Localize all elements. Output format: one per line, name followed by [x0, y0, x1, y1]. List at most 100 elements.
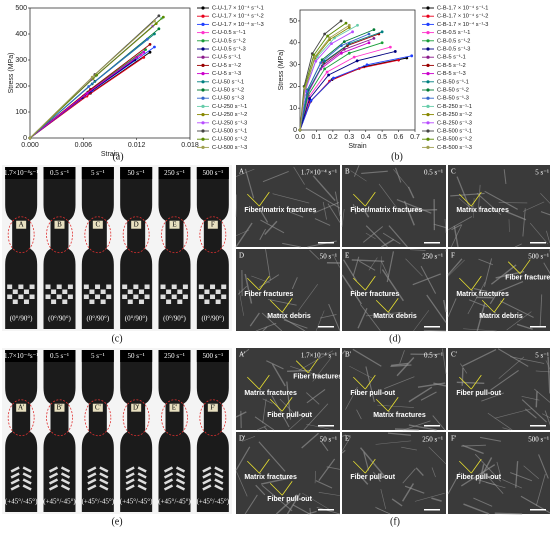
- legend-label: C-B-1.7 × 10⁻⁴ s⁻¹-2: [437, 13, 488, 20]
- legend-label: C-U-250 s⁻¹-3: [212, 120, 247, 126]
- legend-label: C-U-1.7 × 10⁻⁴ s⁻¹-3: [212, 21, 264, 28]
- annotation: Matrix debris: [479, 313, 523, 320]
- fiber-texture: [287, 370, 311, 371]
- specimen-letter: B: [57, 221, 62, 229]
- series-line: [300, 34, 369, 130]
- ply-pattern: [46, 285, 51, 290]
- series-marker: [299, 129, 302, 132]
- ply-pattern: [95, 295, 100, 300]
- legend-marker: [201, 146, 204, 149]
- legend-label: C-U-0.5 s⁻¹-3: [212, 46, 246, 52]
- annotation: Matrix fractures: [244, 474, 297, 481]
- legend-marker: [201, 97, 204, 100]
- annotation: Matrix fractures: [456, 207, 509, 214]
- layup-label: (0°/90°): [86, 315, 109, 323]
- tile-letter: E': [345, 435, 351, 443]
- ply-pattern: [89, 300, 94, 305]
- annotation: Fiber pull-out: [267, 496, 312, 503]
- ply-pattern: [177, 290, 182, 295]
- specimen-letter: D': [133, 404, 139, 412]
- tile-rate: 0.5 s⁻¹: [424, 352, 443, 360]
- rate-label: 500 s⁻¹: [202, 352, 223, 360]
- layup-label: (0°/90°): [163, 315, 186, 323]
- annotation: Fiber pull-out: [350, 390, 395, 397]
- legend-label: C-U-50 s⁻¹-3: [212, 96, 244, 102]
- series-marker: [394, 50, 397, 53]
- scale-bar: [424, 425, 440, 427]
- series-marker: [308, 97, 311, 100]
- series-marker: [340, 52, 343, 55]
- ply-pattern: [172, 295, 177, 300]
- tile-letter: D: [239, 252, 244, 260]
- series-marker: [314, 60, 317, 63]
- ply-pattern: [199, 295, 204, 300]
- ply-pattern: [84, 295, 89, 300]
- ply-pattern: [128, 300, 133, 305]
- series-marker: [366, 63, 369, 66]
- tile-letter: F': [451, 435, 456, 443]
- tile-letter: C: [451, 168, 456, 176]
- specimen-letter: A: [19, 221, 24, 229]
- rate-label: 500 s⁻¹: [202, 169, 223, 177]
- legend-marker: [201, 31, 204, 34]
- specimen-letter: C: [95, 221, 100, 229]
- series-line: [30, 34, 154, 138]
- ply-pattern: [166, 300, 171, 305]
- y-tick-label: 300: [15, 57, 27, 64]
- legend-label: C-U-1.7 × 10⁻⁴ s⁻¹-1: [212, 4, 264, 11]
- legend-marker: [426, 39, 429, 42]
- y-tick-label: 500: [15, 5, 27, 12]
- ply-pattern: [133, 295, 138, 300]
- ply-pattern: [221, 295, 226, 300]
- legend-marker: [201, 138, 204, 141]
- legend-marker: [201, 23, 204, 26]
- ply-pattern: [221, 285, 226, 290]
- ply-pattern: [18, 285, 23, 290]
- x-tick-label: 0.6: [394, 134, 404, 141]
- tile-rate: 1.7×10⁻⁴ s⁻¹: [301, 352, 337, 360]
- annotation: Fiber pull-out: [267, 412, 312, 419]
- ply-pattern: [30, 295, 35, 300]
- ply-pattern: [51, 290, 56, 295]
- legend-marker: [426, 97, 429, 100]
- legend-label: C-U-5 s⁻¹-3: [212, 71, 241, 77]
- ply-pattern: [89, 290, 94, 295]
- fiber-texture: [495, 513, 522, 514]
- series-marker: [142, 56, 145, 59]
- ply-pattern: [7, 285, 12, 290]
- rate-label: 50 s⁻¹: [128, 352, 145, 360]
- legend-label: C-B-0.5 s⁻¹-2: [437, 38, 470, 44]
- ply-pattern: [128, 290, 133, 295]
- series-marker: [356, 24, 359, 27]
- tile-rate: 250 s⁻¹: [422, 253, 443, 261]
- scale-bar: [318, 326, 334, 328]
- tile-rate: 1.7×10⁻⁴ s⁻¹: [301, 169, 337, 177]
- scale-bar: [530, 509, 546, 511]
- series-marker: [348, 52, 351, 55]
- legend-label: C-B-1.7 × 10⁻⁴ s⁻¹-1: [437, 4, 488, 11]
- fiber-texture: [536, 391, 537, 407]
- specimen-letter: E: [172, 221, 176, 229]
- legend-label: C-B-1.7 × 10⁻⁴ s⁻¹-3: [437, 21, 488, 28]
- series-marker: [91, 76, 94, 79]
- legend-marker: [426, 64, 429, 67]
- annotation: Fiber pull-out: [456, 474, 501, 481]
- ply-pattern: [204, 290, 209, 295]
- ply-pattern: [161, 295, 166, 300]
- specimen-letter: D: [134, 221, 139, 229]
- series-line: [300, 58, 407, 130]
- series-marker: [328, 37, 331, 40]
- ply-pattern: [24, 300, 29, 305]
- layup-label: (+45°/-45°): [5, 498, 38, 506]
- y-tick-label: 30: [289, 61, 297, 68]
- x-tick-label: 0.5: [377, 134, 387, 141]
- series-marker: [381, 41, 384, 44]
- legend-marker: [201, 113, 204, 116]
- layup-label: (+45°/-45°): [43, 498, 76, 506]
- annotation: Matrix fractures: [244, 390, 297, 397]
- legend-marker: [426, 105, 429, 108]
- scale-bar: [530, 326, 546, 328]
- ply-pattern: [57, 295, 62, 300]
- fiber-texture: [395, 429, 419, 430]
